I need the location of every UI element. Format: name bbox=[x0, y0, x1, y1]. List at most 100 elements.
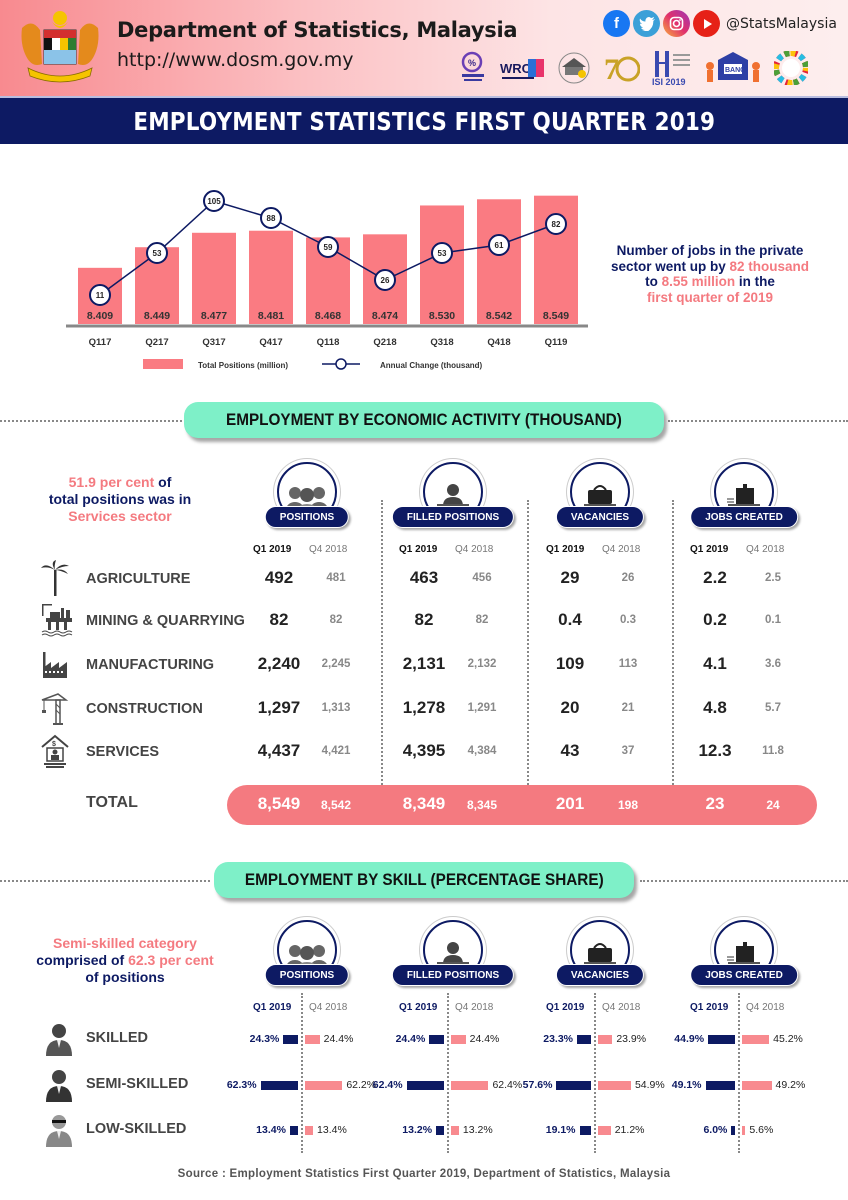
value-q1-2019: 1,278 bbox=[402, 698, 446, 717]
bar-q4-2018 bbox=[742, 1126, 746, 1135]
chart-legend: Total Positions (million) Annual Change … bbox=[143, 358, 483, 370]
bar-q1-2019 bbox=[556, 1081, 591, 1090]
column-pill: POSITIONS bbox=[264, 506, 350, 528]
pct-q4-2018: 49.2% bbox=[775, 1079, 806, 1091]
value-q1-2019: 0.4 bbox=[558, 610, 582, 629]
note-line-1: Number of jobs in the private bbox=[616, 243, 804, 258]
row-label-skilled: SKILLED bbox=[86, 1030, 149, 1046]
value-q4-2018: 21 bbox=[621, 702, 635, 714]
pct-q4-2018: 5.6% bbox=[749, 1124, 774, 1136]
line-point bbox=[431, 242, 453, 264]
note-line-4: first quarter of 2019 bbox=[646, 289, 774, 305]
intro-line-2: comprised of 62.3 per cent bbox=[20, 952, 230, 969]
twitter-icon[interactable] bbox=[633, 10, 660, 37]
bar-q4-2018 bbox=[305, 1081, 343, 1090]
x-tick-label: Q418 bbox=[487, 337, 510, 348]
x-tick-label: Q118 bbox=[317, 337, 340, 348]
total-q1-2019: 8,349 bbox=[402, 794, 446, 813]
note-line-2: sector went up by 82 thousand bbox=[590, 259, 830, 275]
line-point-label: 82 bbox=[552, 220, 561, 229]
total-q4-2018: 8,542 bbox=[320, 798, 352, 812]
subheader-q4-2018: Q4 2018 bbox=[602, 1002, 641, 1013]
bar-Q417 bbox=[249, 230, 293, 324]
bar-value-label: 8.449 bbox=[144, 310, 170, 322]
row-label-construction: CONSTRUCTION bbox=[86, 701, 203, 717]
bar-q4-2018 bbox=[742, 1035, 770, 1044]
subheader-q1-2019: Q1 2019 bbox=[399, 544, 438, 555]
value-q4-2018: 1,291 bbox=[467, 702, 497, 714]
note-highlight: 8.55 million bbox=[661, 274, 736, 289]
svg-text:$: $ bbox=[52, 741, 56, 748]
column-header-jobs-created: JOBS CREATED bbox=[674, 920, 814, 1010]
bar-q4-2018 bbox=[742, 1081, 772, 1090]
pct-q1-2019: 24.3% bbox=[249, 1033, 280, 1045]
subheader-q4-2018: Q4 2018 bbox=[455, 544, 494, 555]
column-pill: JOBS CREATED bbox=[690, 964, 798, 986]
intro-text: of bbox=[154, 474, 172, 490]
intro-line-2: total positions was in bbox=[48, 491, 192, 507]
youtube-icon[interactable] bbox=[693, 10, 720, 37]
column-pill: VACANCIES bbox=[555, 964, 645, 986]
section-divider bbox=[640, 880, 848, 882]
value-q4-2018: 2.5 bbox=[765, 572, 781, 584]
value-q1-2019: 0.2 bbox=[703, 610, 727, 629]
value-q1-2019: 2.2 bbox=[703, 568, 727, 587]
pct-q4-2018: 24.4% bbox=[323, 1033, 354, 1045]
intro-text: comprised of bbox=[36, 952, 129, 968]
bar-q4-2018 bbox=[451, 1035, 466, 1044]
column-divider bbox=[738, 993, 740, 1153]
value-q4-2018: 37 bbox=[621, 745, 635, 757]
line-point bbox=[146, 242, 168, 264]
column-pill-label: VACANCIES bbox=[570, 511, 630, 523]
column-pill: JOBS CREATED bbox=[690, 506, 798, 528]
column-divider bbox=[527, 500, 529, 825]
pct-q1-2019: 23.3% bbox=[543, 1033, 574, 1045]
column-divider bbox=[301, 993, 303, 1153]
column-pill: FILLED POSITIONS bbox=[391, 506, 515, 528]
value-q1-2019: 43 bbox=[560, 741, 580, 760]
page-title-bar: EMPLOYMENT STATISTICS FIRST QUARTER 2019 bbox=[0, 96, 848, 144]
sdg-wheel-logo bbox=[774, 50, 808, 86]
value-q4-2018: 4,384 bbox=[467, 745, 497, 757]
section-divider bbox=[0, 420, 190, 422]
pct-q1-2019: 13.2% bbox=[402, 1124, 433, 1136]
value-q4-2018: 1,313 bbox=[321, 702, 351, 714]
total-q1-2019: 23 bbox=[705, 794, 725, 813]
value-q4-2018: 82 bbox=[329, 614, 343, 626]
wrc-2019-logo: WRC bbox=[500, 50, 544, 86]
line-point-label: 88 bbox=[267, 214, 276, 223]
pct-q4-2018: 62.4% bbox=[492, 1079, 523, 1091]
subheader-q4-2018: Q4 2018 bbox=[746, 544, 785, 555]
line-point-label: 53 bbox=[153, 249, 162, 258]
note-highlight: 82 thousand bbox=[729, 258, 810, 274]
intro-highlight: 62.3 per cent bbox=[128, 952, 214, 968]
facebook-icon[interactable]: f bbox=[603, 10, 630, 37]
line-point-label: 11 bbox=[96, 291, 105, 300]
bar-q4-2018 bbox=[305, 1035, 320, 1044]
intro-line-1: Semi-skilled category bbox=[53, 935, 197, 951]
svg-text:BANCI: BANCI bbox=[725, 67, 747, 74]
social-handle: @StatsMalaysia bbox=[726, 15, 837, 32]
department-url-link[interactable]: http://www.dosm.gov.my bbox=[117, 49, 354, 71]
x-tick-label: Q317 bbox=[202, 337, 225, 348]
line-point bbox=[374, 269, 396, 291]
svg-text:7: 7 bbox=[604, 53, 619, 85]
instagram-icon[interactable] bbox=[663, 10, 690, 37]
value-q4-2018: 0.3 bbox=[620, 614, 636, 626]
value-q4-2018: 11.8 bbox=[762, 745, 784, 757]
x-tick-label: Q117 bbox=[89, 337, 112, 348]
pct-q4-2018: 13.2% bbox=[462, 1124, 493, 1136]
total-q4-2018: 24 bbox=[766, 798, 780, 812]
line-point-label: 105 bbox=[207, 197, 221, 206]
column-header-filled-positions: FILLED POSITIONS bbox=[383, 462, 523, 552]
column-pill-label: POSITIONS bbox=[279, 511, 335, 523]
value-q4-2018: 26 bbox=[621, 572, 635, 584]
bar-q1-2019 bbox=[260, 1081, 298, 1090]
note-line-3: to 8.55 million in the bbox=[590, 274, 830, 290]
line-point bbox=[89, 284, 111, 306]
value-q1-2019: 2,240 bbox=[257, 654, 301, 673]
bar-value-label: 8.549 bbox=[543, 310, 569, 322]
subheader-q4-2018: Q4 2018 bbox=[309, 1002, 348, 1013]
column-pill-label: JOBS CREATED bbox=[705, 511, 783, 523]
column-header-jobs-created: JOBS CREATED bbox=[674, 462, 814, 552]
